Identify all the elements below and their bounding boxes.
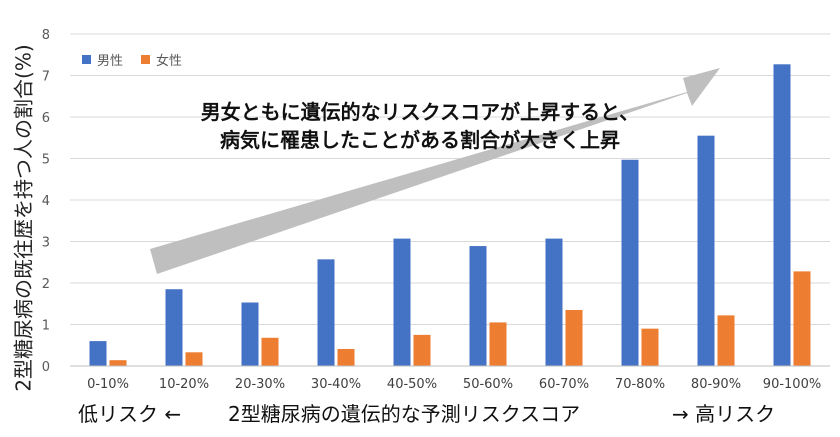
- x-tick-label: 0-10%: [87, 377, 129, 392]
- x-tick-label: 90-100%: [763, 377, 821, 392]
- x-tick-label: 50-60%: [463, 377, 513, 392]
- risk-score-title: 2型糖尿病の遺伝的な予測リスクスコア: [228, 401, 581, 426]
- bar-female: [337, 348, 355, 366]
- bar-female: [641, 328, 659, 366]
- annotation-line-1: 男女ともに遺伝的なリスクスコアが上昇すると、: [200, 100, 640, 124]
- x-tick-label: 20-30%: [235, 377, 285, 392]
- legend-swatch-male: [82, 55, 91, 64]
- y-tick-label: 7: [42, 70, 50, 85]
- y-tick-label: 0: [42, 360, 50, 375]
- bar-male: [393, 238, 411, 366]
- y-tick-label: 4: [42, 194, 50, 209]
- bar-female: [109, 360, 127, 366]
- bar-male: [241, 302, 259, 366]
- bar-male: [317, 259, 335, 366]
- bar-male: [469, 246, 487, 366]
- bar-layer: [89, 64, 811, 367]
- bar-female: [717, 315, 735, 366]
- legend-label-female: 女性: [156, 54, 183, 69]
- x-tick-label: 10-20%: [159, 377, 209, 392]
- bar-male: [621, 159, 639, 366]
- legend-item-male: 男性: [82, 50, 123, 69]
- low-risk-label: 低リスク ←: [78, 401, 182, 426]
- bar-male: [545, 238, 563, 366]
- x-tick-label: 80-90%: [691, 377, 741, 392]
- y-tick-label: 6: [42, 111, 50, 126]
- annotation-line-2: 病気に罹患したことがある割合が大きく上昇: [220, 128, 620, 152]
- y-tick-label: 3: [42, 236, 50, 251]
- trend-arrow: [150, 68, 720, 274]
- x-tick-label: 70-80%: [615, 377, 665, 392]
- bar-female: [565, 309, 583, 366]
- bar-female: [413, 334, 431, 366]
- legend-swatch-female: [141, 55, 151, 64]
- grid-layer: [70, 33, 830, 367]
- x-tick-label: 40-50%: [387, 377, 437, 392]
- y-tick-label: 5: [42, 153, 50, 168]
- bar-male: [773, 64, 791, 367]
- bar-female: [489, 322, 507, 366]
- legend-item-female: 女性: [141, 50, 182, 69]
- trend-arrow-shape: [150, 68, 720, 274]
- high-risk-label: → 高リスク: [672, 401, 776, 426]
- legend: 男性 女性: [82, 50, 182, 69]
- y-tick-label: 8: [42, 28, 50, 43]
- bar-male: [697, 135, 715, 366]
- annotation: 男女ともに遺伝的なリスクスコアが上昇すると、 病気に罹患したことがある割合が大き…: [160, 98, 680, 154]
- bar-male: [165, 289, 183, 366]
- bar-female: [261, 337, 279, 366]
- x-tick-label: 60-70%: [539, 377, 589, 392]
- bar-male: [89, 341, 107, 366]
- y-tick-label: 2: [42, 277, 50, 292]
- x-tick-label: 30-40%: [311, 377, 361, 392]
- y-tick-label: 1: [42, 319, 50, 334]
- bar-female: [793, 271, 811, 366]
- axis-layer: 0 1 2 3 4 5 6 7 8 0-10% 10-20% 20-30% 30-40% 40-50% 50…: [42, 28, 830, 392]
- legend-label-male: 男性: [97, 54, 124, 69]
- bar-female: [185, 352, 203, 366]
